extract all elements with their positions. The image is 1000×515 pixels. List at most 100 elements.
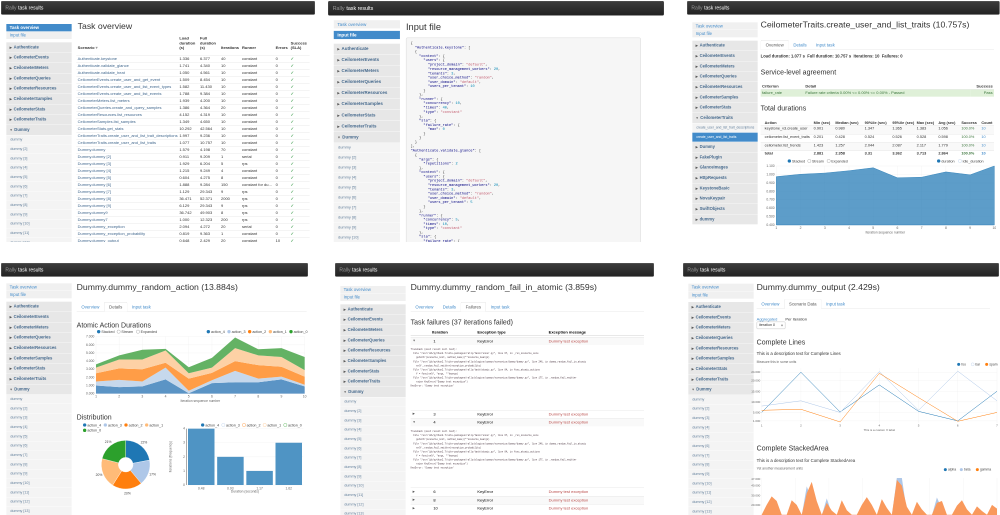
- svg-text:21%: 21%: [105, 440, 112, 444]
- svg-text:3: 3: [839, 424, 841, 428]
- svg-text:gamma: gamma: [980, 468, 991, 472]
- svg-text:1.000: 1.000: [753, 419, 761, 423]
- svg-text:5.000: 5.000: [753, 410, 761, 414]
- svg-text:action_4: action_4: [87, 423, 101, 427]
- svg-text:24.000: 24.000: [751, 370, 760, 374]
- svg-text:action_3: action_3: [108, 423, 122, 427]
- svg-text:4: 4: [878, 424, 880, 428]
- svg-text:foo: foo: [961, 362, 966, 366]
- svg-text:15.000: 15.000: [751, 389, 760, 393]
- svg-text:Iteration sequence number: Iteration sequence number: [865, 231, 905, 235]
- svg-text:spam: spam: [989, 362, 997, 366]
- svg-text:4: 4: [183, 427, 185, 431]
- svg-text:4: 4: [165, 395, 167, 399]
- svg-text:8: 8: [944, 226, 946, 230]
- svg-text:1: 1: [95, 395, 97, 399]
- svg-text:0.48: 0.48: [198, 486, 205, 490]
- svg-text:30.000: 30.000: [751, 493, 760, 497]
- svg-text:action_2: action_2: [129, 423, 143, 427]
- svg-text:Iterations (frequency): Iterations (frequency): [169, 441, 173, 472]
- svg-text:action_1: action_1: [149, 423, 163, 427]
- svg-text:action_3: action_3: [226, 423, 240, 427]
- svg-text:0: 0: [183, 483, 185, 487]
- svg-text:action_1: action_1: [273, 330, 287, 334]
- svg-text:5.000: 5.000: [86, 351, 94, 355]
- svg-text:6: 6: [896, 226, 898, 230]
- svg-text:beta: beta: [964, 468, 971, 472]
- svg-text:7: 7: [234, 395, 236, 399]
- svg-text:17%: 17%: [149, 472, 156, 476]
- svg-text:Iteration sequence number: Iteration sequence number: [181, 399, 221, 403]
- svg-text:47.000: 47.000: [751, 477, 760, 481]
- svg-text:2: 2: [799, 226, 801, 230]
- svg-text:alpha: alpha: [948, 468, 956, 472]
- svg-text:2: 2: [800, 424, 802, 428]
- svg-text:action_4: action_4: [211, 330, 225, 334]
- svg-text:1.17: 1.17: [256, 486, 263, 490]
- svg-text:0.500: 0.500: [766, 215, 774, 219]
- svg-text:0.900: 0.900: [766, 181, 774, 185]
- svg-text:0.93: 0.93: [227, 486, 234, 490]
- svg-text:5: 5: [918, 424, 920, 428]
- svg-text:9: 9: [969, 226, 971, 230]
- svg-text:0.600: 0.600: [766, 206, 774, 210]
- svg-text:20%: 20%: [96, 473, 103, 477]
- svg-text:action_0: action_0: [294, 330, 308, 334]
- svg-text:6: 6: [211, 395, 213, 399]
- svg-text:10.000: 10.000: [751, 400, 760, 404]
- svg-text:2: 2: [118, 395, 120, 399]
- svg-text:0.400: 0.400: [766, 223, 774, 227]
- svg-text:action_2: action_2: [247, 423, 261, 427]
- svg-text:22%: 22%: [141, 441, 148, 445]
- svg-text:idle_duration: idle_duration: [962, 159, 983, 163]
- svg-text:2.000: 2.000: [86, 375, 94, 379]
- svg-text:Stream: Stream: [811, 159, 823, 163]
- svg-text:Duration (seconds): Duration (seconds): [231, 490, 259, 494]
- svg-text:20.000: 20.000: [751, 379, 760, 383]
- svg-text:Expanded: Expanded: [831, 159, 847, 163]
- svg-text:action_4: action_4: [205, 423, 219, 427]
- svg-text:1.62: 1.62: [285, 486, 292, 490]
- svg-text:7: 7: [920, 226, 922, 230]
- svg-text:1: 1: [761, 424, 763, 428]
- svg-text:3: 3: [183, 441, 185, 445]
- svg-text:20%: 20%: [124, 491, 131, 495]
- svg-text:3: 3: [823, 226, 825, 230]
- svg-text:9: 9: [281, 395, 283, 399]
- svg-text:This is a custom X label: This is a custom X label: [864, 428, 896, 432]
- svg-text:6.000: 6.000: [86, 343, 94, 347]
- svg-text:1.000: 1.000: [86, 384, 94, 388]
- svg-text:7: 7: [996, 424, 998, 428]
- svg-text:5: 5: [872, 226, 874, 230]
- svg-text:2: 2: [183, 455, 185, 459]
- svg-text:action_2: action_2: [252, 330, 266, 334]
- svg-text:3.000: 3.000: [86, 367, 94, 371]
- svg-text:action_3: action_3: [232, 330, 246, 334]
- svg-text:action_1: action_1: [267, 423, 281, 427]
- svg-text:5: 5: [188, 395, 190, 399]
- svg-text:0.700: 0.700: [766, 198, 774, 202]
- svg-text:Stacked: Stacked: [101, 330, 114, 334]
- svg-text:1.100: 1.100: [766, 164, 774, 168]
- svg-text:bar: bar: [975, 362, 981, 366]
- svg-text:4: 4: [848, 226, 850, 230]
- svg-text:duration: duration: [941, 159, 954, 163]
- svg-text:40.000: 40.000: [751, 484, 760, 488]
- svg-text:Stream: Stream: [121, 330, 133, 334]
- svg-text:7.000: 7.000: [86, 335, 94, 339]
- svg-text:10: 10: [992, 226, 996, 230]
- svg-text:1: 1: [183, 469, 185, 473]
- svg-text:3: 3: [141, 395, 143, 399]
- svg-text:1.000: 1.000: [766, 172, 774, 176]
- svg-text:0.800: 0.800: [766, 189, 774, 193]
- svg-text:Stacked: Stacked: [791, 159, 804, 163]
- svg-text:1: 1: [775, 226, 777, 230]
- svg-text:6: 6: [957, 424, 959, 428]
- svg-text:action_0: action_0: [87, 429, 101, 433]
- svg-text:0.000: 0.000: [86, 392, 94, 396]
- svg-text:10: 10: [303, 395, 307, 399]
- svg-text:8: 8: [257, 395, 259, 399]
- svg-text:4.000: 4.000: [86, 359, 94, 363]
- svg-text:action_0: action_0: [288, 423, 302, 427]
- svg-text:20.000: 20.000: [751, 503, 760, 507]
